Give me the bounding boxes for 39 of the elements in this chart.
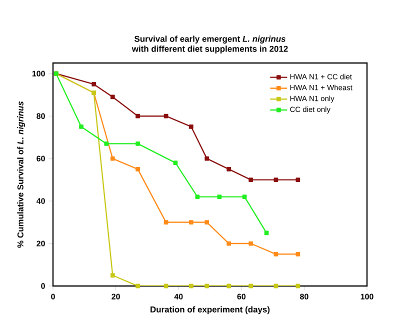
point bbox=[226, 166, 232, 172]
point bbox=[274, 178, 278, 182]
point bbox=[248, 241, 254, 246]
point bbox=[188, 284, 194, 288]
point bbox=[296, 284, 300, 288]
point bbox=[164, 114, 168, 118]
point bbox=[104, 142, 109, 146]
point bbox=[110, 156, 115, 161]
point bbox=[110, 94, 115, 100]
point bbox=[164, 284, 168, 288]
point bbox=[296, 178, 300, 182]
point bbox=[188, 124, 194, 129]
point bbox=[136, 114, 140, 118]
point bbox=[79, 124, 84, 129]
point bbox=[274, 252, 278, 256]
point bbox=[242, 194, 247, 199]
x-axis-title: Duration of experiment (days) bbox=[150, 306, 270, 314]
point bbox=[264, 230, 269, 236]
point bbox=[110, 273, 115, 278]
point bbox=[136, 166, 140, 172]
point bbox=[164, 220, 168, 224]
point bbox=[226, 284, 232, 288]
point bbox=[195, 194, 200, 199]
point bbox=[92, 82, 96, 86]
point bbox=[188, 220, 194, 224]
point bbox=[296, 252, 300, 256]
point bbox=[274, 284, 278, 288]
chart-title: Survival of early emergent L. nigrinus with different diet supplements in 2012 bbox=[132, 36, 288, 54]
y-axis-title: % Cumulative Survival of L. nigrinus bbox=[17, 101, 26, 248]
point bbox=[204, 156, 210, 161]
point bbox=[248, 178, 254, 182]
point bbox=[248, 284, 254, 288]
point bbox=[204, 284, 210, 288]
point bbox=[173, 160, 178, 166]
point bbox=[217, 194, 222, 199]
point bbox=[226, 241, 232, 246]
point bbox=[136, 284, 140, 288]
point bbox=[136, 142, 140, 146]
point bbox=[204, 220, 210, 224]
